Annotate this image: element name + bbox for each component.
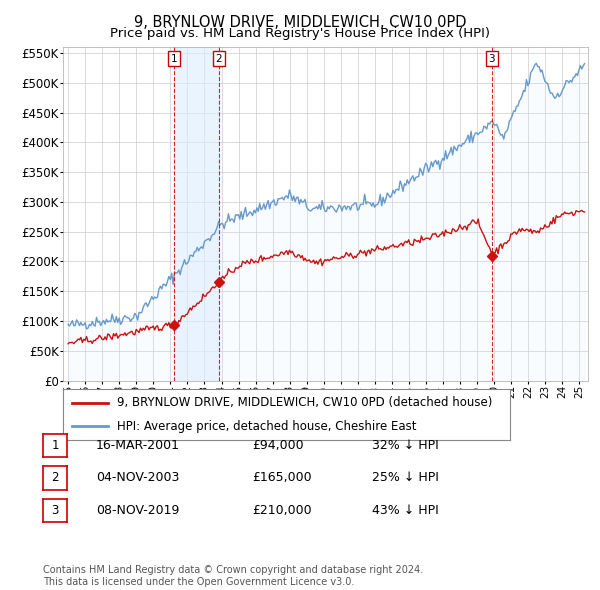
Text: 3: 3 [488,54,495,64]
Text: 16-MAR-2001: 16-MAR-2001 [96,439,180,452]
Text: HPI: Average price, detached house, Cheshire East: HPI: Average price, detached house, Ches… [116,419,416,432]
Text: £94,000: £94,000 [252,439,304,452]
Text: 04-NOV-2003: 04-NOV-2003 [96,471,179,484]
Text: 25% ↓ HPI: 25% ↓ HPI [372,471,439,484]
Text: 9, BRYNLOW DRIVE, MIDDLEWICH, CW10 0PD: 9, BRYNLOW DRIVE, MIDDLEWICH, CW10 0PD [134,15,466,30]
Text: 08-NOV-2019: 08-NOV-2019 [96,504,179,517]
Text: 43% ↓ HPI: 43% ↓ HPI [372,504,439,517]
Text: 32% ↓ HPI: 32% ↓ HPI [372,439,439,452]
Text: 1: 1 [52,439,59,452]
Bar [174,47,219,381]
Text: 1: 1 [170,54,177,64]
Text: £210,000: £210,000 [252,504,311,517]
Text: 2: 2 [215,54,222,64]
Text: 2: 2 [52,471,59,484]
Text: 3: 3 [52,504,59,517]
Text: 9, BRYNLOW DRIVE, MIDDLEWICH, CW10 0PD (detached house): 9, BRYNLOW DRIVE, MIDDLEWICH, CW10 0PD (… [116,396,492,409]
Text: Price paid vs. HM Land Registry's House Price Index (HPI): Price paid vs. HM Land Registry's House … [110,27,490,40]
Text: £165,000: £165,000 [252,471,311,484]
Text: Contains HM Land Registry data © Crown copyright and database right 2024.
This d: Contains HM Land Registry data © Crown c… [43,565,424,587]
